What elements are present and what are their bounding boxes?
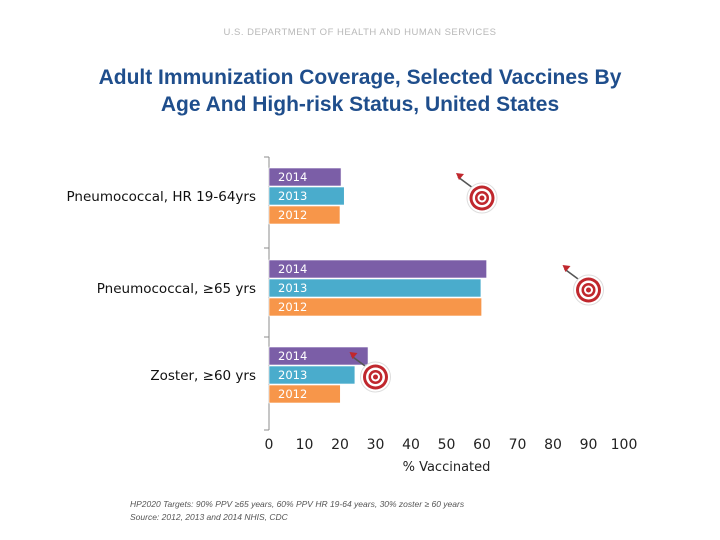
bar-2013 bbox=[268, 186, 345, 206]
bar-year-label: 2014 bbox=[278, 262, 307, 276]
targets-note: HP2020 Targets: 90% PPV ≥65 years, 60% P… bbox=[130, 499, 465, 509]
bullseye-dart-icon bbox=[349, 352, 391, 393]
bar-year-label: 2014 bbox=[278, 349, 307, 363]
bar-2014 bbox=[268, 167, 342, 187]
bar-2012 bbox=[268, 205, 341, 225]
title-line-2: Age And High-risk Status, United States bbox=[160, 93, 560, 116]
department-header: U.S. DEPARTMENT OF HEALTH AND HUMAN SERV… bbox=[223, 27, 497, 38]
bar-2013 bbox=[268, 365, 356, 385]
x-tick-label: 20 bbox=[331, 437, 349, 453]
x-tick-label: 50 bbox=[438, 437, 456, 453]
bar-year-label: 2012 bbox=[278, 208, 307, 222]
bar-year-label: 2012 bbox=[278, 300, 307, 314]
source-note: Source: 2012, 2013 and 2014 NHIS, CDC bbox=[130, 512, 288, 522]
x-axis-label: % Vaccinated bbox=[403, 460, 491, 475]
category-label: Zoster, ≥60 yrs bbox=[150, 368, 256, 384]
bar-2012 bbox=[268, 297, 482, 317]
title-line-1: Adult Immunization Coverage, Selected Va… bbox=[98, 66, 622, 89]
bar-year-label: 2014 bbox=[278, 170, 307, 184]
bar-year-label: 2013 bbox=[278, 189, 307, 203]
category-label: Pneumococcal, HR 19-64yrs bbox=[67, 189, 257, 205]
bullseye-dart-icon bbox=[562, 265, 604, 306]
bar-2013 bbox=[268, 278, 482, 298]
x-tick-label: 100 bbox=[611, 437, 638, 453]
bar-2014 bbox=[268, 259, 487, 279]
bar-year-label: 2013 bbox=[278, 281, 307, 295]
bullseye-dart-icon bbox=[456, 173, 498, 214]
bar-2014 bbox=[268, 346, 369, 366]
x-tick-label: 10 bbox=[296, 437, 314, 453]
bar-year-label: 2012 bbox=[278, 387, 307, 401]
x-tick-label: 70 bbox=[509, 437, 527, 453]
bar-year-label: 2013 bbox=[278, 368, 307, 382]
x-tick-label: 40 bbox=[402, 437, 420, 453]
x-tick-label: 0 bbox=[265, 437, 274, 453]
bar-2012 bbox=[268, 384, 341, 404]
footnote: HP2020 Targets: 90% PPV ≥65 years, 60% P… bbox=[130, 498, 464, 524]
category-label: Pneumococcal, ≥65 yrs bbox=[97, 281, 256, 297]
x-tick-label: 80 bbox=[544, 437, 562, 453]
x-tick-label: 30 bbox=[367, 437, 385, 453]
x-tick-label: 90 bbox=[580, 437, 598, 453]
x-tick-label: 60 bbox=[473, 437, 491, 453]
chart-title: Adult Immunization Coverage, Selected Va… bbox=[30, 64, 690, 118]
